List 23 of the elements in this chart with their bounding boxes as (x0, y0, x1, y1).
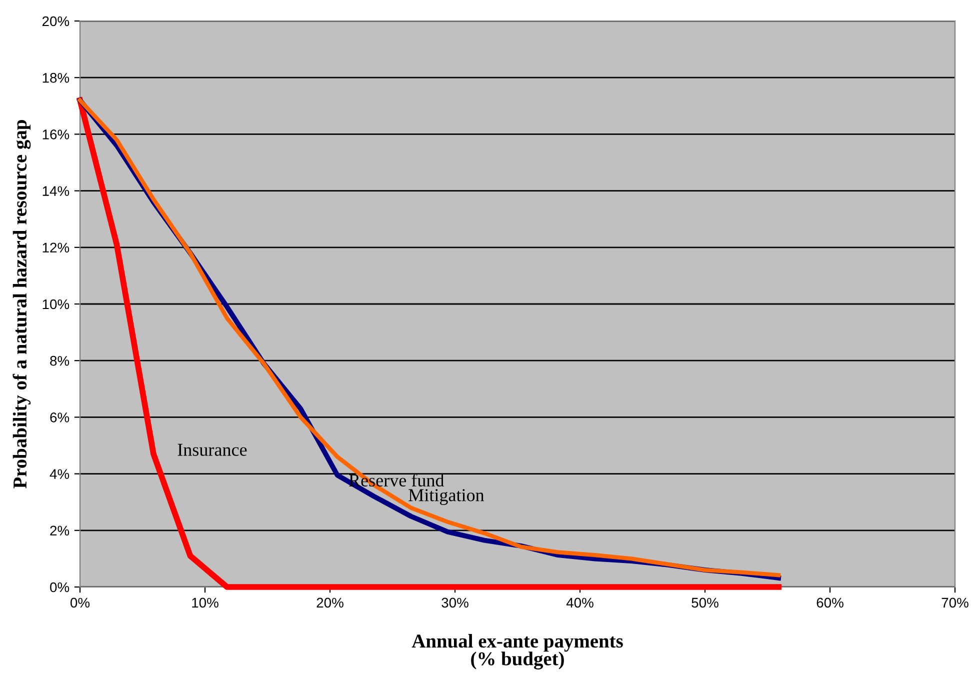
x-tick-label: 50% (692, 598, 718, 608)
x-tick-label: 70% (942, 598, 968, 608)
y-tick-label: 18% (42, 72, 70, 83)
y-tick-label: 2% (50, 526, 70, 536)
y-tick-label: 6% (50, 412, 70, 422)
x-tick-label: 20% (316, 598, 344, 608)
y-tick-label: 14% (42, 186, 70, 196)
y-tick-label: 12% (42, 242, 70, 253)
y-axis-title: Probability of a natural hazard resource gap (12, 120, 31, 488)
y-tick-label: 16% (42, 130, 70, 140)
y-tick-label: 0% (50, 582, 70, 592)
x-axis-title: Annual ex-ante payments (% budget) (412, 634, 623, 670)
x-tick-label: 40% (566, 598, 594, 608)
y-tick-label: 4% (50, 469, 70, 479)
y-tick-label: 10% (42, 299, 70, 310)
y-tick-label: 20% (42, 16, 70, 26)
y-tick-label: 8% (50, 356, 70, 366)
x-tick-label: 60% (816, 598, 844, 608)
x-tick-label: 0% (70, 598, 90, 608)
x-tick-label: 10% (192, 598, 218, 608)
series-label: Mitigation (408, 489, 484, 505)
x-tick-label: 30% (442, 598, 468, 608)
series-label: Insurance (178, 444, 247, 456)
